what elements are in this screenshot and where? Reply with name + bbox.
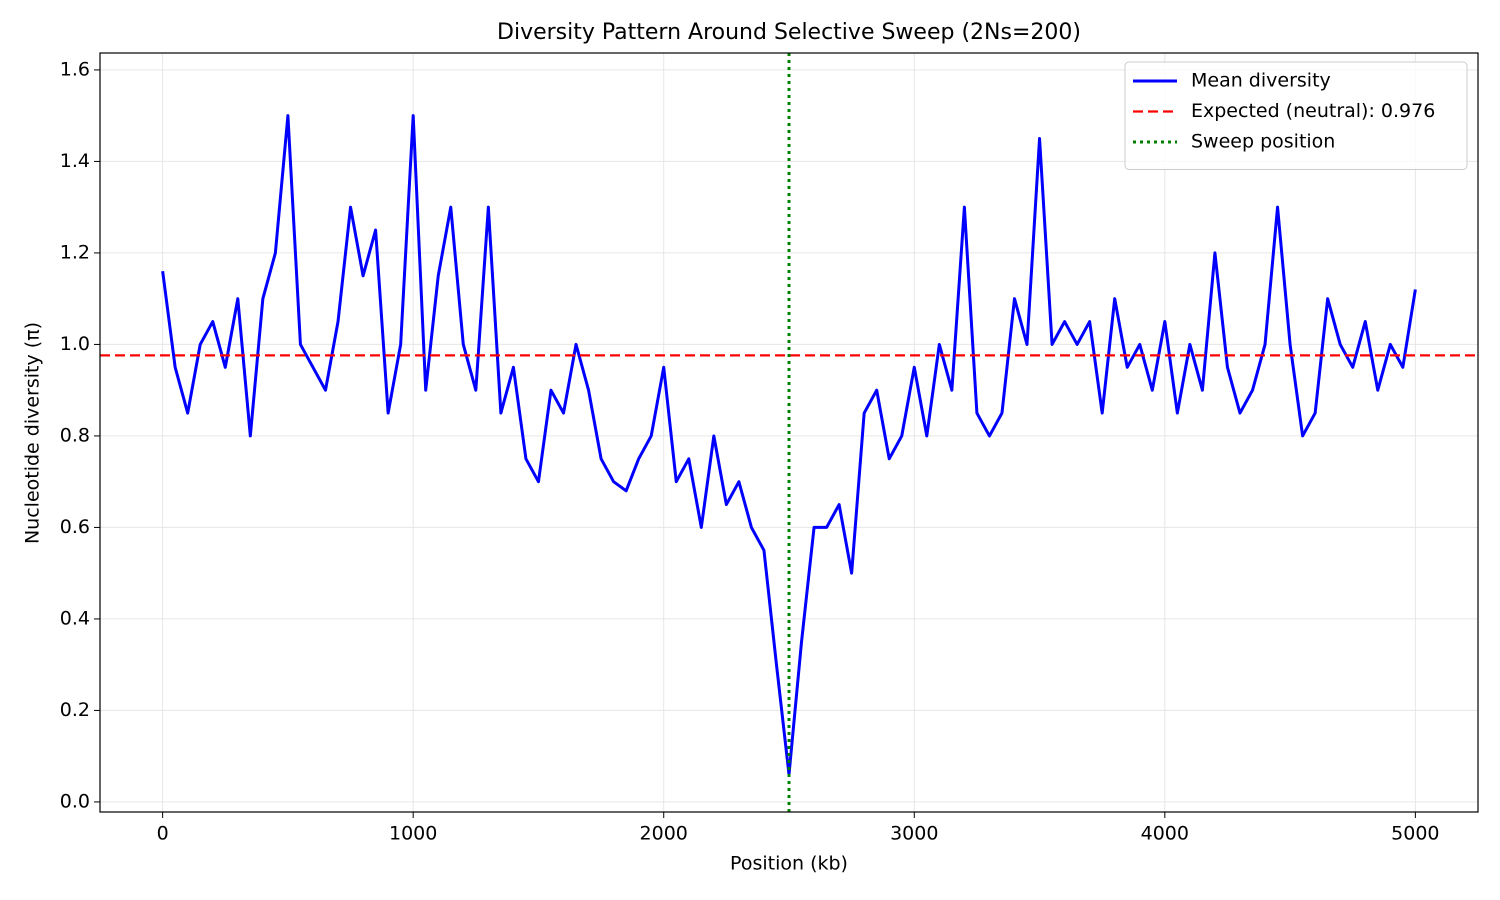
plot-frame <box>99 52 1479 813</box>
x-tick-label: 5000 <box>1391 823 1439 845</box>
x-axis-label: Position (kb) <box>730 853 848 875</box>
x-tick-label: 0 <box>157 823 169 845</box>
legend-label: Sweep position <box>1191 131 1335 153</box>
x-tick-label: 4000 <box>1141 823 1189 845</box>
legend-label: Expected (neutral): 0.976 <box>1191 100 1435 122</box>
y-tick-label: 0.4 <box>60 607 90 629</box>
y-tick-label: 0.0 <box>60 790 90 812</box>
y-tick-label: 0.6 <box>60 516 90 538</box>
y-tick-label: 0.8 <box>60 424 90 446</box>
x-tick-label: 2000 <box>640 823 688 845</box>
y-tick-label: 1.6 <box>60 58 90 80</box>
y-axis-label: Nucleotide diversity (π) <box>22 322 44 544</box>
chart-title: Diversity Pattern Around Selective Sweep… <box>497 20 1081 45</box>
y-tick-label: 1.4 <box>60 150 90 172</box>
y-tick-label: 1.0 <box>60 333 90 355</box>
x-tick-label: 1000 <box>389 823 437 845</box>
legend-box <box>1124 61 1468 170</box>
y-tick-label: 0.2 <box>60 699 90 721</box>
y-tick-label: 1.2 <box>60 241 90 263</box>
legend-label: Mean diversity <box>1191 70 1331 92</box>
x-tick-label: 3000 <box>890 823 938 845</box>
